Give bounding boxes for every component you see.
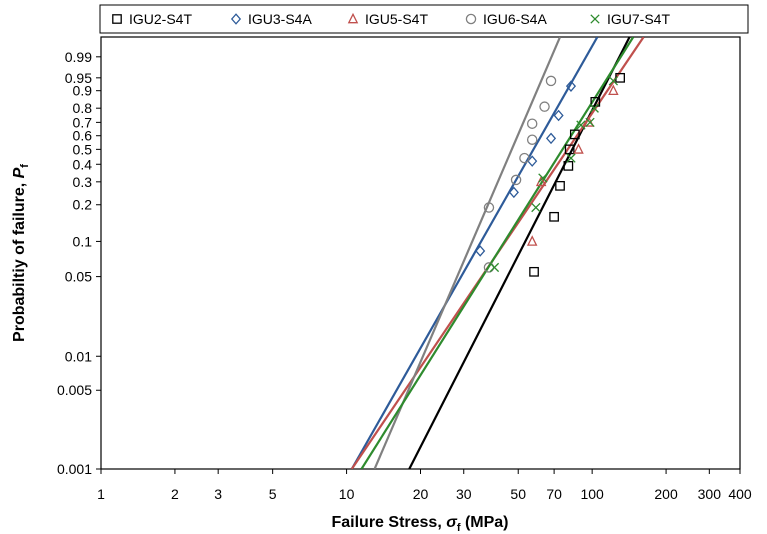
data-point-igu5-s4t (526, 235, 538, 246)
data-point-igu7-s4t (608, 76, 619, 86)
y-tick-label: 0.99 (65, 49, 92, 65)
legend-label: IGU2-S4T (129, 11, 192, 27)
legend-box (99, 4, 749, 34)
x-tick-label: 400 (728, 486, 752, 502)
legend-marker-igu6-s4a (465, 13, 477, 25)
data-point-igu2-s4t (549, 211, 559, 222)
legend-label: IGU5-S4T (365, 11, 428, 27)
x-tick-label: 2 (171, 486, 179, 502)
y-tick-label: 0.4 (73, 156, 93, 172)
y-axis-ticks: 0.0010.0050.010.050.10.20.30.40.50.60.70… (57, 49, 101, 477)
data-point-igu3-s4a (475, 245, 486, 257)
y-tick-label: 0.001 (57, 461, 92, 477)
data-point-igu5-s4t (573, 143, 584, 154)
legend: IGU2-S4T IGU3-S4A IGU5-S4T IGU6-S4A IGU7-S4T (112, 11, 670, 27)
y-tick-label: 0.2 (73, 197, 93, 213)
data-point-igu2-s4t (569, 129, 580, 140)
data-point-igu6-s4a (545, 75, 557, 87)
y-tick-label: 0.1 (73, 233, 93, 249)
legend-marker-igu5-s4t (347, 12, 359, 24)
y-tick-label: 0.01 (65, 348, 92, 364)
y-tick-label: 0.6 (73, 128, 93, 144)
data-point-igu7-s4t (576, 120, 586, 130)
x-tick-label: 1 (97, 486, 105, 502)
fit-line-igu7-s4t (360, 37, 635, 469)
data-point-igu7-s4t (566, 153, 576, 163)
y-tick-label: 0.7 (73, 114, 93, 130)
legend-label: IGU7-S4T (607, 11, 670, 27)
data-point-igu3-s4a (565, 80, 577, 92)
y-axis-title: Probabiltiy of failure, Pf (11, 164, 31, 342)
y-tick-label: 0.9 (73, 83, 93, 99)
data-point-igu2-s4t (563, 161, 574, 171)
data-point-igu2-s4t (564, 144, 575, 155)
data-point-igu5-s4t (608, 84, 619, 96)
x-tick-label: 200 (654, 486, 678, 502)
legend-marker-igu2-s4t (112, 14, 122, 24)
plot-area (100, 36, 741, 470)
data-point-igu7-s4t (531, 202, 541, 213)
data-point-igu6-s4a (526, 118, 538, 129)
data-point-igu3-s4a (553, 109, 564, 122)
y-tick-label: 0.8 (73, 100, 93, 116)
x-tick-label: 30 (456, 486, 472, 502)
x-tick-label: 10 (339, 486, 355, 502)
fit-line-igu3-s4a (350, 37, 599, 469)
data-point-igu3-s4a (508, 186, 519, 199)
x-axis-title: Failure Stress, σf (MPa) (331, 514, 508, 534)
x-tick-label: 70 (546, 486, 562, 502)
data-point-igu6-s4a (483, 202, 495, 213)
data-point-igu6-s4a (526, 134, 538, 145)
data-point-igu7-s4t (489, 262, 500, 273)
x-tick-label: 300 (698, 486, 722, 502)
data-point-igu2-s4t (590, 96, 601, 107)
legend-marker-igu7-s4t (590, 14, 600, 24)
x-axis-ticks: 1 2 3 5 10 20 30 50 70 100 200 300 400 (97, 469, 752, 502)
data-point-igu2-s4t (555, 180, 565, 191)
legend-marker-igu3-s4a (230, 13, 242, 25)
x-tick-label: 20 (413, 486, 429, 502)
y-tick-label: 0.005 (57, 382, 92, 398)
x-tick-label: 3 (214, 486, 222, 502)
legend-label: IGU6-S4A (483, 11, 547, 27)
data-point-igu6-s4a (510, 174, 522, 186)
x-tick-label: 5 (269, 486, 277, 502)
x-tick-label: 50 (510, 486, 526, 502)
data-point-igu7-s4t (538, 173, 548, 183)
legend-label: IGU3-S4A (248, 11, 312, 27)
x-tick-label: 100 (580, 486, 604, 502)
data-point-igu7-s4t (589, 103, 599, 113)
y-tick-label: 0.5 (73, 141, 93, 157)
data-point-igu6-s4a (519, 152, 530, 164)
data-point-igu6-s4a (539, 101, 550, 112)
data-point-igu7-s4t (585, 117, 595, 128)
data-point-igu2-s4t (529, 266, 539, 277)
data-point-igu3-s4a (545, 132, 557, 145)
y-tick-label: 0.95 (65, 70, 92, 86)
data-markers (475, 72, 625, 277)
y-tick-label: 0.05 (65, 269, 92, 285)
y-tick-label: 0.3 (73, 174, 93, 190)
fit-line-igu6-s4a (373, 37, 562, 469)
